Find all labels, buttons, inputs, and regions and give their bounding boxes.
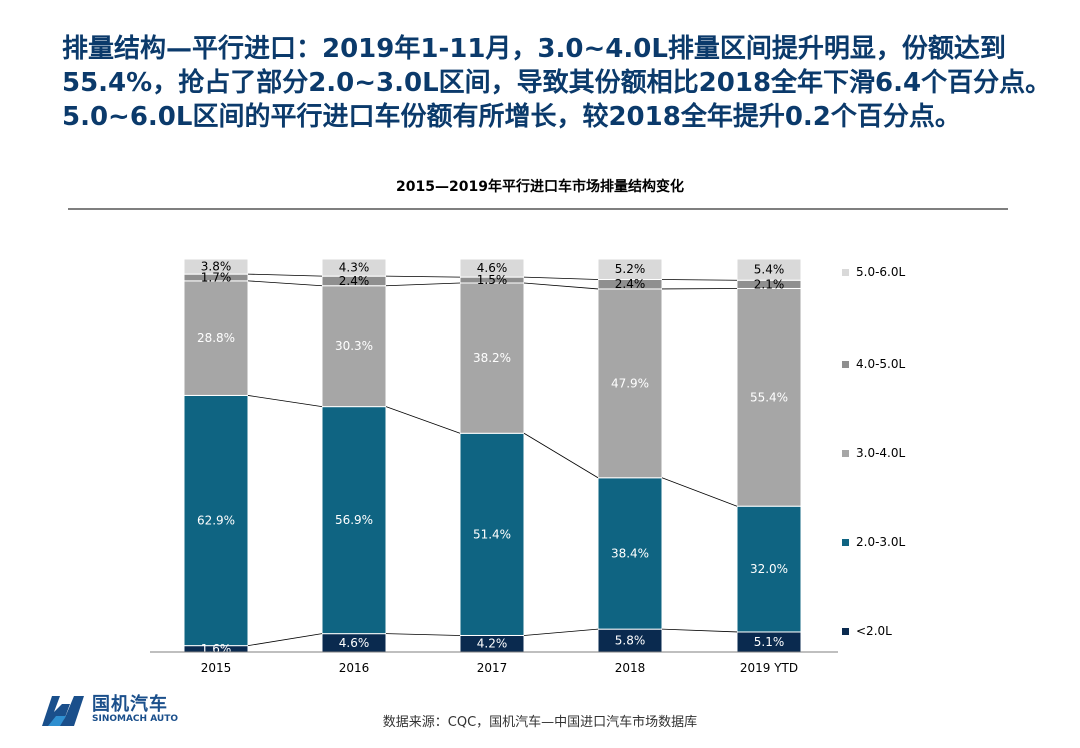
bar-segment-5-0-6-0l-2018 <box>597 258 663 280</box>
data-label: 5.1% <box>754 635 785 649</box>
logo-subtitle: SINOMACH AUTO <box>92 714 178 724</box>
x-tick-label: 2017 <box>477 661 508 675</box>
series-connector-line <box>661 477 738 507</box>
series-connector-line <box>385 406 461 434</box>
series-connector-line <box>385 282 461 287</box>
headline-line-3: 5.0~6.0L区间的平行进口车份额有所增长，较2018全年提升0.2个百分点。 <box>62 102 961 132</box>
legend-swatch-5-0-6-0l <box>842 269 849 276</box>
bar-segment-5-0-6-0l-2019-ytd <box>736 258 802 281</box>
data-label: 62.9% <box>197 514 235 528</box>
data-label: 4.3% <box>339 261 370 275</box>
bar-segment-2-0-3-0l-2016 <box>321 406 387 635</box>
data-label: 4.2% <box>477 637 508 651</box>
bar-segment-3-0-4-0l-2019-ytd <box>736 287 802 507</box>
legend-swatch--2-0l <box>842 628 849 635</box>
data-label: 51.4% <box>473 527 511 541</box>
x-tick-label: 2018 <box>615 661 646 675</box>
data-label: 5.2% <box>615 262 646 276</box>
data-label: 4.6% <box>339 636 370 650</box>
series-connector-line <box>523 282 599 290</box>
series-connector-line <box>385 633 461 636</box>
headline: 排量结构—平行进口：2019年1-11月，3.0~4.0L排量区间提升明显，份额… <box>62 32 1072 134</box>
data-label: 30.3% <box>335 339 373 353</box>
data-label: 32.0% <box>750 562 788 576</box>
data-label: 47.9% <box>611 376 649 390</box>
series-connector-line <box>523 276 599 280</box>
series-connector-line <box>523 628 599 636</box>
legend-label-3-0-4-0l: 3.0-4.0L <box>856 446 905 460</box>
data-label: 2.1% <box>754 277 785 291</box>
data-label: 3.8% <box>201 260 232 274</box>
bar-segment-5-0-6-0l-2017 <box>459 258 525 278</box>
bar-segment-3-0-4-0l-2016 <box>321 285 387 408</box>
bar-segment-5-0-6-0l-2015 <box>183 258 249 275</box>
data-label: 38.2% <box>473 351 511 365</box>
data-label: 5.8% <box>615 634 646 648</box>
data-label: 1.7% <box>201 270 232 284</box>
data-label: 4.6% <box>477 261 508 275</box>
bar-segment-2-0-3-0l-2017 <box>459 432 525 636</box>
legend-label-4-0-5-0l: 4.0-5.0L <box>856 357 905 371</box>
legend-swatch-3-0-4-0l <box>842 450 849 457</box>
series-connector-line <box>247 280 323 287</box>
x-tick-label: 2019 YTD <box>740 661 798 675</box>
headline-line-2: 55.4%，抢占了部分2.0~3.0L区间，导致其份额相比2018全年下滑6.4… <box>62 68 1052 98</box>
legend-label-5-0-6-0l: 5.0-6.0L <box>856 265 905 279</box>
bar-segment-3-0-4-0l-2018 <box>597 288 663 479</box>
data-label: 55.4% <box>750 390 788 404</box>
legend-swatch-2-0-3-0l <box>842 539 849 546</box>
data-label: 28.8% <box>197 331 235 345</box>
bar-segment-2-0-3-0l-2018 <box>597 477 663 630</box>
data-label: 2.4% <box>615 277 646 291</box>
data-label: 5.4% <box>754 263 785 277</box>
logo-name: 国机汽车 <box>92 694 168 715</box>
bar-segment-5-0-6-0l-2016 <box>321 258 387 277</box>
company-logo: 国机汽车 SINOMACH AUTO <box>40 690 240 730</box>
legend-label--2-0l: <2.0L <box>856 624 892 638</box>
bar-segment-2-0-3-0l-2015 <box>183 394 249 647</box>
data-source: 数据来源：CQC，国机汽车—中国进口汽车市场数据库 <box>382 715 698 730</box>
sinomach-logo-icon <box>42 696 84 726</box>
x-tick-label: 2016 <box>339 661 370 675</box>
series-connector-line <box>523 432 599 479</box>
data-label: 38.4% <box>611 546 649 560</box>
legend-swatch-4-0-5-0l <box>842 361 849 368</box>
series-connector-line <box>247 633 323 647</box>
series-connector-line <box>661 628 738 633</box>
chart-title: 2015—2019年平行进口车市场排量结构变化 <box>396 179 684 195</box>
headline-line-1: 排量结构—平行进口：2019年1-11月，3.0~4.0L排量区间提升明显，份额… <box>62 34 1006 64</box>
data-label: 2.4% <box>339 274 370 288</box>
bar-segment-3-0-4-0l-2017 <box>459 282 525 434</box>
data-label: 1.6% <box>201 642 232 656</box>
data-label: 1.5% <box>477 273 508 287</box>
x-tick-label: 2015 <box>201 661 232 675</box>
series-connector-line <box>661 279 738 281</box>
legend-label-2-0-3-0l: 2.0-3.0L <box>856 535 905 549</box>
series-connector-line <box>385 275 461 278</box>
series-connector-line <box>247 273 323 277</box>
data-label: 56.9% <box>335 513 373 527</box>
title-divider <box>68 208 1008 210</box>
bar-segment-3-0-4-0l-2015 <box>183 280 249 396</box>
series-connector-line <box>247 395 323 408</box>
